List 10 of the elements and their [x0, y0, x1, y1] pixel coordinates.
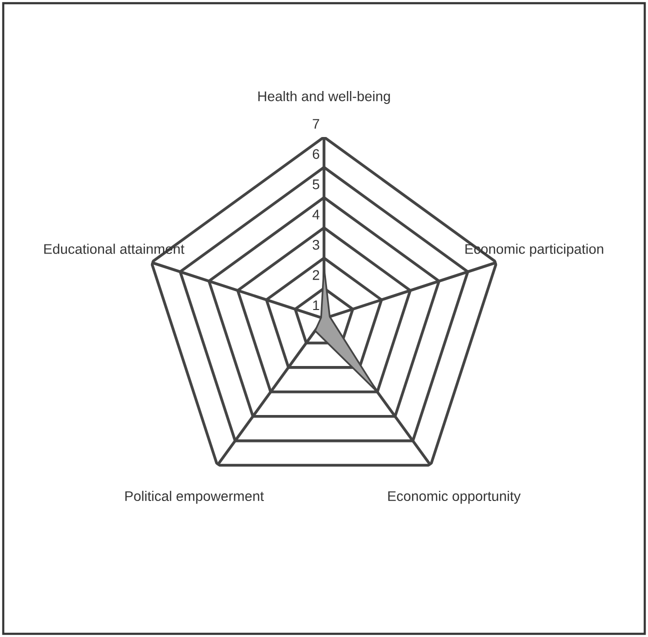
- y-tick-label: 4: [312, 210, 320, 220]
- y-tick-label: 6: [312, 149, 320, 159]
- spoke-label: Health and well-being: [258, 91, 390, 104]
- y-tick-label: 3: [312, 240, 320, 250]
- y-tick-label: 7: [312, 119, 320, 129]
- y-tick-label: 5: [312, 180, 320, 190]
- spoke-label: Political empowerment: [125, 490, 264, 504]
- spoke-label: Economic opportunity: [388, 490, 521, 504]
- y-tick-label: 2: [312, 270, 320, 280]
- y-tick-label: 1: [313, 300, 320, 310]
